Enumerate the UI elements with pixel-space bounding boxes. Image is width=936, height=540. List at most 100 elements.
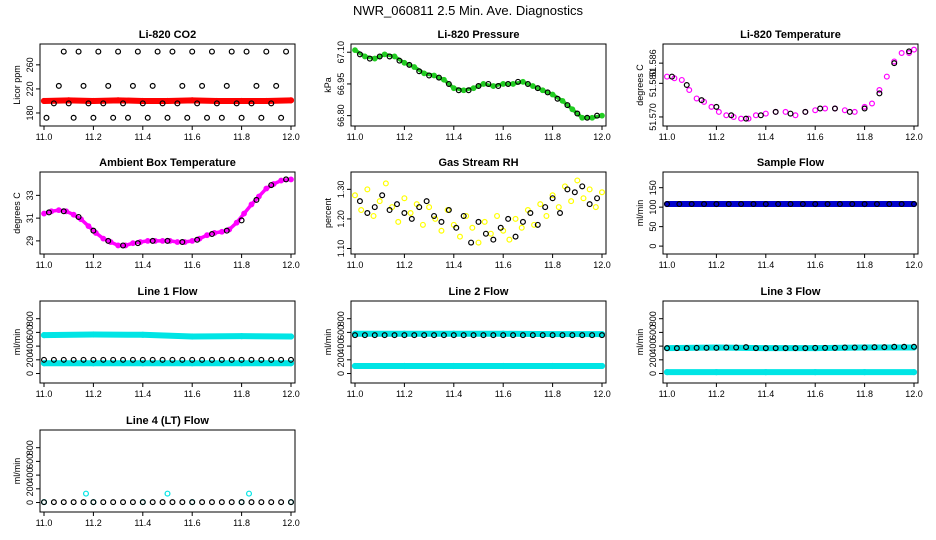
x-tick-label: 11.6	[184, 389, 201, 399]
x-tick-label: 11.2	[85, 518, 102, 528]
data-point	[95, 48, 102, 55]
data-point	[683, 81, 690, 88]
y-tick-label: 400	[648, 339, 658, 354]
data-point	[584, 114, 591, 121]
y-tick-label: 51.570	[648, 103, 658, 131]
data-point	[90, 114, 97, 121]
data-point	[159, 499, 166, 506]
data-point	[485, 80, 492, 87]
data-point	[164, 97, 171, 105]
data-point	[743, 115, 750, 122]
x-tick-label: 11.8	[544, 132, 561, 142]
y-tick-label: 100	[648, 200, 658, 215]
series-1	[668, 48, 913, 122]
chart-marks	[352, 47, 605, 121]
data-point	[772, 108, 779, 115]
series-0	[40, 331, 295, 340]
chart-line4-flow: Line 4 (LT) Flow 11.0 11.2 11.4 11.6 11.8 12.0…	[12, 415, 300, 528]
data-point	[728, 112, 735, 119]
data-point	[723, 112, 730, 119]
data-point	[440, 332, 447, 339]
data-point	[149, 237, 156, 244]
x-tick-label: 11.2	[708, 132, 725, 142]
x-tick-label: 11.8	[233, 389, 250, 399]
chart-marks	[40, 48, 295, 121]
data-point	[891, 60, 898, 67]
series-0	[40, 97, 295, 105]
data-point	[248, 100, 255, 107]
y-tick-label: 200	[648, 352, 658, 367]
data-point	[110, 114, 117, 121]
data-point	[396, 57, 403, 64]
plot-frame	[39, 300, 296, 384]
data-point	[90, 227, 97, 234]
data-point	[574, 110, 581, 117]
data-point	[831, 344, 838, 351]
data-point	[861, 105, 868, 112]
data-point	[592, 204, 599, 211]
series-1	[356, 183, 601, 246]
data-point	[223, 227, 230, 234]
data-point	[228, 48, 235, 55]
data-point	[164, 490, 171, 497]
data-point	[408, 215, 415, 222]
data-point	[500, 362, 507, 370]
data-point	[426, 72, 433, 79]
data-point	[673, 345, 680, 352]
y-tick-label: 0	[336, 371, 346, 376]
data-point	[594, 112, 601, 119]
y-axis-label: ml/min	[323, 329, 333, 356]
data-point	[75, 48, 82, 55]
data-point	[663, 201, 670, 208]
data-point	[757, 112, 764, 119]
y-axis-label: degrees C	[635, 64, 645, 106]
data-point	[90, 97, 97, 105]
data-point	[139, 331, 146, 338]
plot-frame	[39, 43, 296, 127]
data-point	[876, 87, 883, 94]
data-point	[738, 115, 745, 122]
y-tick-label: 150	[648, 180, 658, 195]
data-point	[149, 82, 156, 89]
data-point	[743, 344, 750, 351]
data-point	[376, 198, 383, 205]
data-point	[432, 215, 439, 222]
data-point	[208, 356, 215, 363]
data-point	[169, 499, 176, 506]
series-1	[351, 362, 606, 370]
data-point	[871, 344, 878, 351]
data-point	[663, 73, 670, 80]
data-point	[519, 332, 526, 339]
data-point	[75, 213, 82, 220]
data-point	[194, 100, 201, 107]
data-point	[268, 182, 275, 189]
data-point	[40, 332, 48, 339]
plot-frame	[662, 300, 919, 384]
data-point	[549, 362, 556, 370]
data-point	[494, 212, 501, 219]
data-point	[40, 356, 47, 363]
data-point	[213, 100, 220, 107]
data-point	[416, 204, 423, 211]
data-point	[549, 192, 556, 199]
data-point	[752, 112, 759, 119]
chart-title: Line 3 Flow	[761, 286, 821, 298]
data-point	[579, 332, 586, 339]
data-point	[406, 61, 413, 68]
data-point	[598, 362, 606, 370]
data-point	[841, 107, 848, 114]
y-axis-label: percent	[323, 197, 333, 228]
data-point	[534, 85, 541, 92]
series-line	[354, 48, 603, 120]
y-tick-label: 66.95	[336, 73, 346, 96]
data-point	[787, 110, 794, 117]
series-0	[663, 344, 918, 352]
data-point	[246, 490, 253, 497]
data-point	[678, 76, 685, 83]
data-point	[527, 210, 534, 217]
y-tick-label: 200	[336, 352, 346, 367]
data-point	[80, 356, 87, 363]
y-tick-label: 200	[25, 352, 35, 367]
data-point	[445, 207, 452, 214]
